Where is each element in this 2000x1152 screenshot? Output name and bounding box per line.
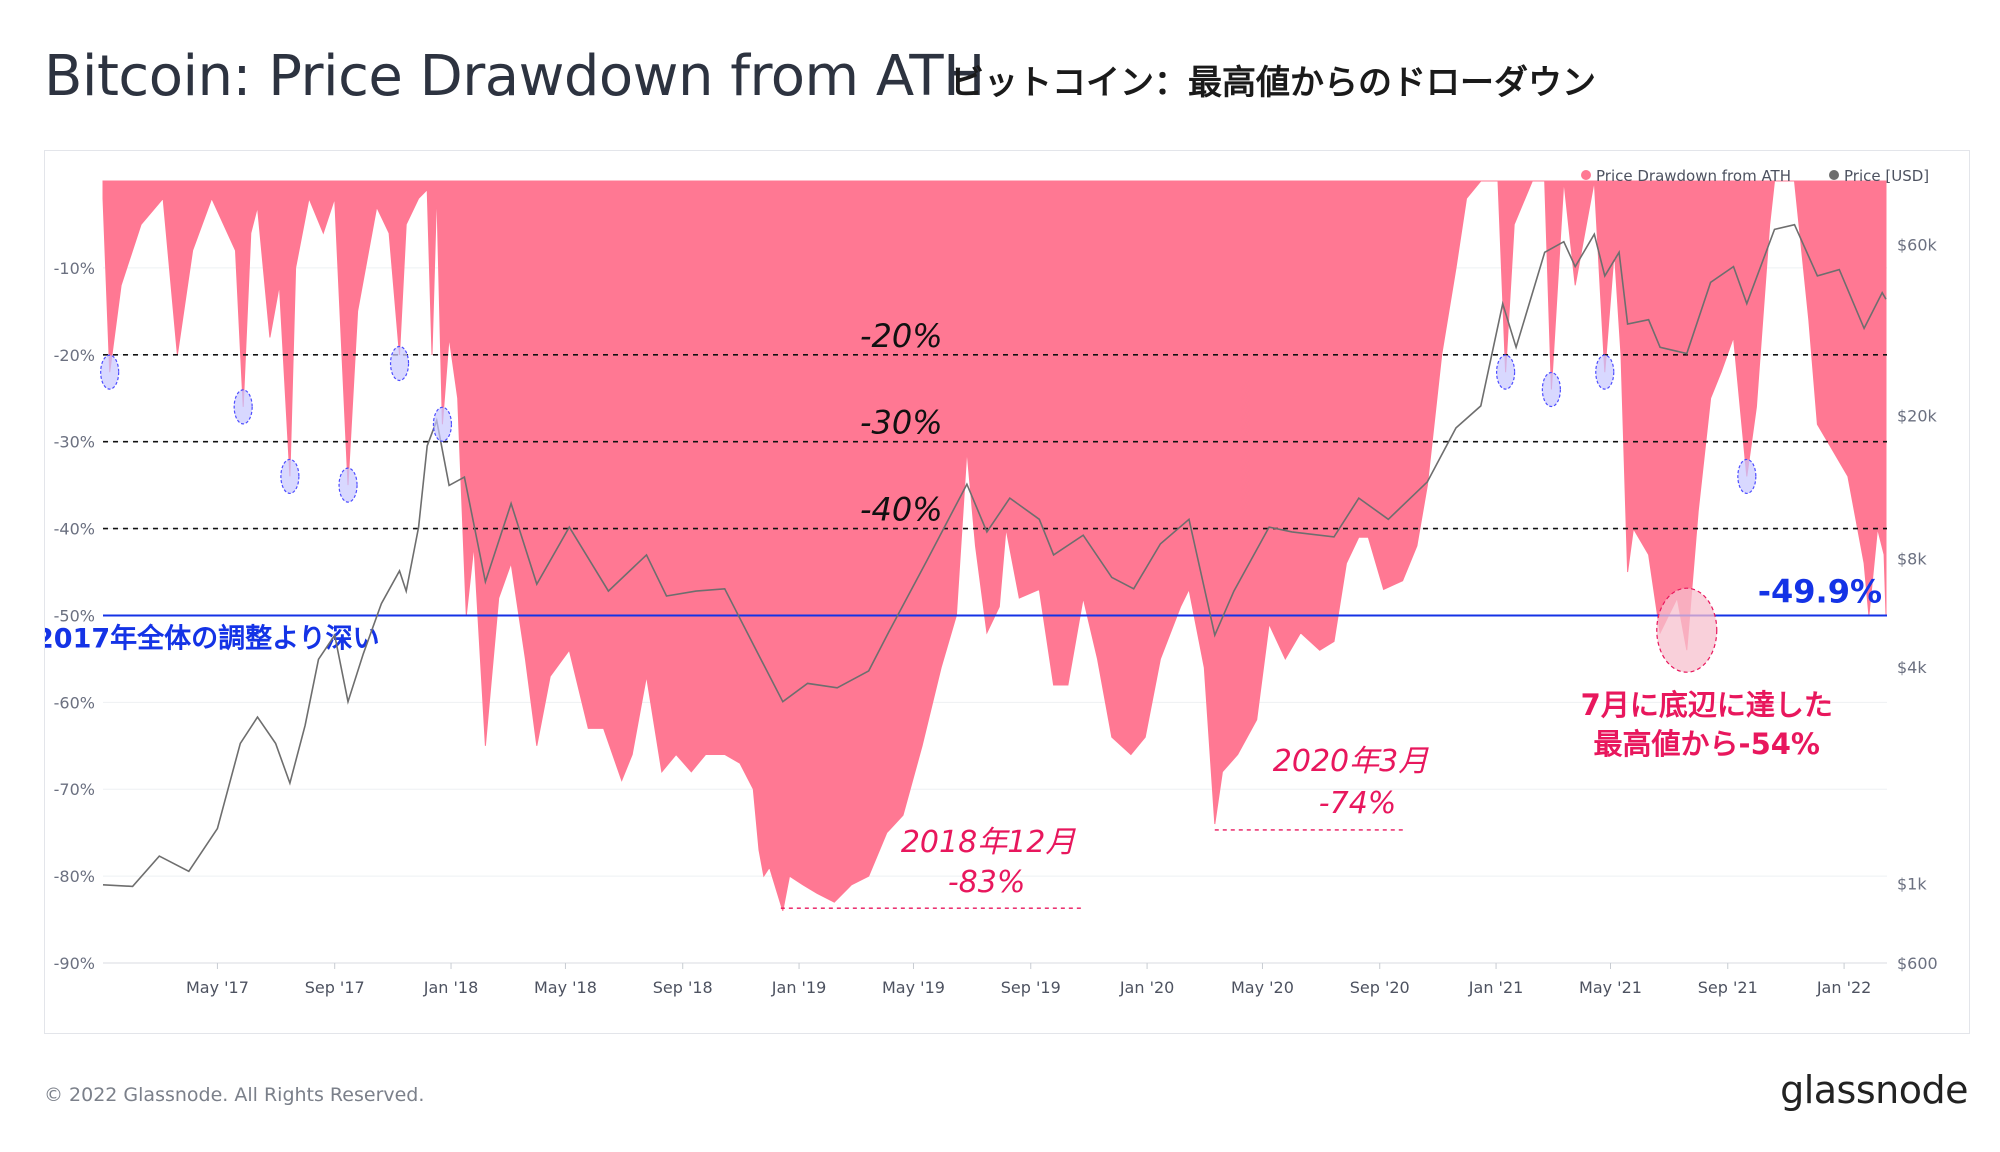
y-tick-label-right: $1k [1897, 874, 1927, 893]
annotation-value-2021: 最高値から-54% [1594, 727, 1820, 761]
reference-label-50: 2017年全体の調整より深い [45, 622, 380, 654]
x-tick-label: Jan '19 [771, 978, 827, 997]
legend-label-drawdown: Price Drawdown from ATH [1596, 167, 1791, 185]
legend-swatch-drawdown [1581, 170, 1591, 180]
x-tick-label: Sep '21 [1698, 978, 1758, 997]
annotation-label-2021: 7月に底辺に達した [1581, 688, 1833, 722]
reference-label: -20% [860, 317, 943, 355]
legend-swatch-price [1829, 170, 1839, 180]
drawdown-chart: -20%-30%-40%2017年全体の調整より深い 2018年12月-83%2… [35, 167, 1938, 997]
y-tick-label-left: -30% [54, 433, 95, 452]
dip-marker [338, 467, 358, 503]
x-tick-label: Sep '20 [1350, 978, 1410, 997]
dip-marker [233, 389, 253, 425]
y-tick-label-left: -90% [54, 954, 95, 973]
x-tick-label: Jan '22 [1816, 978, 1872, 997]
y-tick-label-left: -40% [54, 520, 95, 539]
y-tick-label-left: -50% [54, 606, 95, 625]
x-tick-label: May '21 [1579, 978, 1642, 997]
x-tick-label: Sep '19 [1001, 978, 1061, 997]
chart-title: Bitcoin: Price Drawdown from ATH [44, 44, 985, 109]
reference-label: -40% [860, 491, 943, 529]
reference-lines: -20% -30% -40% 2017年全体の調整より深い [35, 317, 1887, 654]
chart-title-japanese: ビットコイン：最高値からのドローダウン [950, 63, 1596, 103]
y-tick-label-left: -10% [54, 259, 95, 278]
dip-marker [280, 458, 300, 495]
annotation-label-2020: 2020年3月 [1273, 744, 1429, 779]
x-tick-label: May '20 [1231, 978, 1294, 997]
x-tick-label: May '17 [186, 978, 249, 997]
dip-marker [1495, 354, 1516, 390]
drawdown-series-area [102, 180, 1887, 912]
x-tick-label: Jan '20 [1119, 978, 1175, 997]
dip-marker [1737, 458, 1757, 495]
y-tick-label-right: $8k [1897, 550, 1927, 569]
dip-marker [1541, 371, 1561, 408]
y-axis-left: -10% -20% -30% -40% -50% -60% -70% -80% -90% [54, 259, 95, 973]
annotation-value-2020: -74% [1319, 786, 1397, 821]
copyright: © 2022 Glassnode. All Rights Reserved. [44, 1084, 425, 1106]
y-tick-label-left: -80% [54, 867, 95, 886]
reference-label: -30% [860, 404, 943, 442]
x-tick-label: Jan '21 [1468, 978, 1524, 997]
x-tick-label: Jan '18 [423, 978, 479, 997]
price-line [102, 223, 1887, 888]
annotation-label-2018: 2018年12月 [901, 825, 1077, 860]
y-tick-label-left: -70% [54, 780, 95, 799]
bottom-highlight [1656, 587, 1718, 673]
x-tick-label: May '19 [882, 978, 945, 997]
drawdown-area [102, 180, 1887, 912]
annotations: 2018年12月 -83% 2020年3月 -74% 7月に底辺に達した最高値から-54… [780, 573, 1882, 909]
y-axis-right: $600 $1k $4k $8k $20k $60k [1897, 235, 1938, 973]
annotation-current-drawdown: -49.9% [1758, 573, 1882, 611]
annotation-value-2018: -83% [948, 865, 1026, 900]
x-tick-label: Sep '18 [653, 978, 713, 997]
chart-panel: -20% -30% -40% 2017年全体の調整より深い 2018年12月 -83% 2… [35, 150, 1970, 1034]
highlighted-dips [100, 345, 1757, 503]
x-tick-label: Sep '17 [305, 978, 365, 997]
dip-marker [389, 345, 410, 382]
price-series-line [102, 223, 1887, 888]
dip-marker [100, 354, 120, 390]
y-tick-label-right: $60k [1897, 235, 1938, 254]
y-tick-label-right: $600 [1897, 954, 1938, 973]
legend: Price Drawdown from ATH Price [USD] [1581, 167, 1929, 185]
brand-logo: glassnode [1780, 1068, 1968, 1112]
y-tick-label-left: -20% [54, 346, 95, 365]
y-tick-label-right: $4k [1897, 658, 1927, 677]
x-tick-label: May '18 [534, 978, 597, 997]
x-axis: May '17 Sep '17 Jan '18 May '18 Sep '18 Jan '… [103, 962, 1887, 997]
dip-marker [432, 406, 453, 442]
y-tick-label-left: -60% [54, 693, 95, 712]
legend-label-price: Price [USD] [1844, 167, 1929, 185]
y-tick-label-right: $20k [1897, 407, 1938, 426]
dip-marker [1595, 354, 1615, 390]
